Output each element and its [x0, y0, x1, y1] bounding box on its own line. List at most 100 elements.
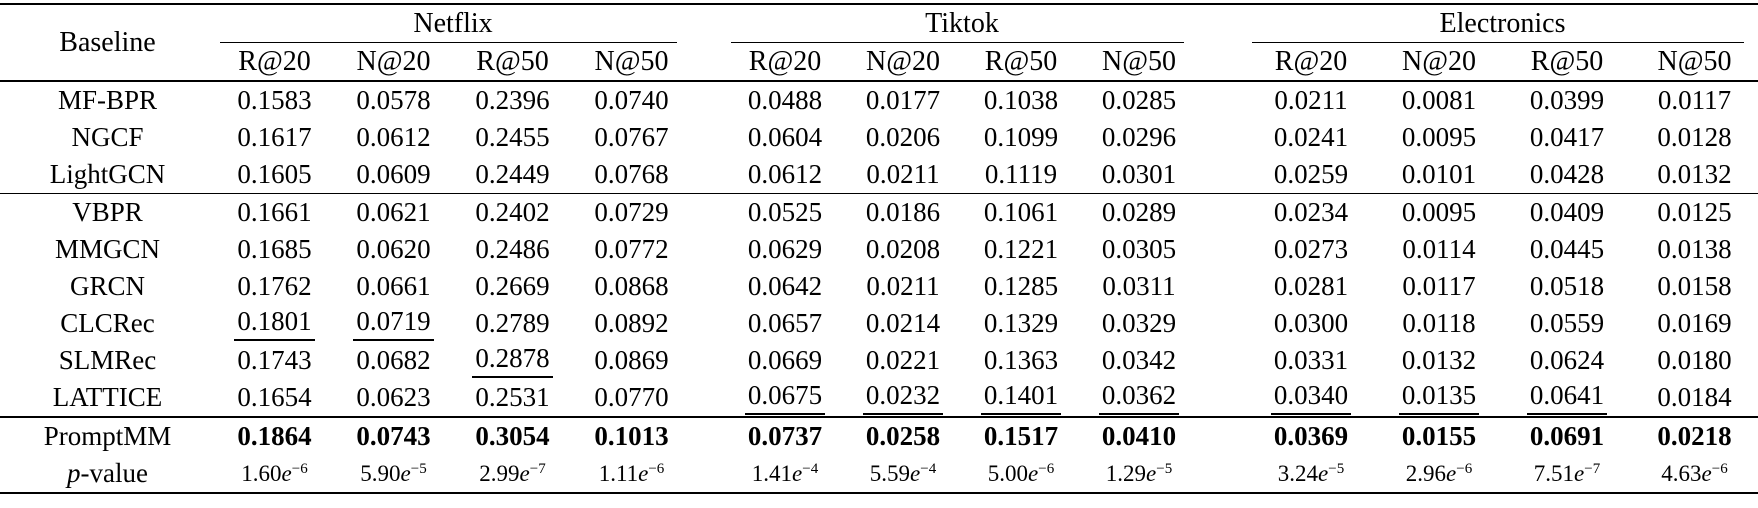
- metric-value-cell: 0.1061: [962, 193, 1080, 231]
- metric-header: N@50: [1080, 43, 1198, 82]
- metric-value-cell: 0.1099: [983, 122, 1059, 152]
- column-gap: [1198, 156, 1247, 194]
- metric-value-cell: 0.0281: [1273, 271, 1349, 301]
- metric-value-cell: 0.0369: [1247, 416, 1375, 455]
- table-row: MMGCN 0.1685 0.0620 0.2486 0.0772 0.0629 0.020…: [0, 231, 1758, 268]
- metric-value-cell: 0.0410: [1080, 416, 1198, 455]
- metric-value-cell: 0.1517: [962, 416, 1080, 455]
- metric-header: N@50: [1631, 43, 1758, 82]
- column-gap: [1198, 305, 1247, 342]
- metric-value-cell: 0.0623: [356, 382, 431, 412]
- metric-value-cell: 0.0184: [1657, 382, 1732, 412]
- results-table: Baseline Netflix Tiktok Electronics R@20…: [0, 3, 1758, 494]
- column-gap: [1198, 119, 1247, 156]
- metric-value-cell: 0.0114: [1402, 234, 1476, 264]
- metric-value-cell: 5.59e−4: [844, 455, 962, 494]
- table-row: CLCRec 0.1801 0.0719 0.2789 0.0892 0.0657 0.02…: [0, 305, 1758, 342]
- metric-value-cell: 0.0772: [594, 234, 669, 264]
- column-gap: [1198, 81, 1247, 119]
- metric-value-cell: 0.0259: [1273, 159, 1349, 189]
- column-gap: [691, 231, 726, 268]
- metric-value-cell: 0.0273: [1273, 234, 1349, 264]
- metric-value-cell: 0.0642: [747, 271, 823, 301]
- metric-value-cell: 0.1363: [983, 345, 1059, 375]
- metric-header: R@50: [453, 43, 572, 82]
- baseline-column-header: Baseline: [0, 4, 215, 82]
- metric-value-cell: 0.0488: [747, 85, 823, 115]
- metric-header: R@50: [962, 43, 1080, 82]
- column-gap: [1198, 455, 1247, 494]
- column-gap: [691, 379, 726, 417]
- metric-value-cell: 0.2449: [475, 159, 550, 189]
- column-gap: [691, 4, 726, 82]
- metric-value-cell: 0.1743: [237, 345, 312, 375]
- metric-value-cell: 0.1221: [983, 234, 1059, 264]
- metric-value-cell: 0.2669: [475, 271, 550, 301]
- row-label: GRCN: [69, 271, 145, 301]
- metric-value-cell: 0.3054: [453, 416, 572, 455]
- row-label: LATTICE: [52, 382, 163, 412]
- metric-header: R@20: [726, 43, 844, 82]
- metric-value-cell: 0.0525: [726, 193, 844, 231]
- metric-value-cell: 0.0612: [356, 122, 431, 152]
- metric-value-cell: 4.63e−6: [1631, 455, 1758, 494]
- metric-value-cell: 0.0135: [1375, 379, 1503, 417]
- metric-value-cell: 0.0428: [1529, 159, 1605, 189]
- metric-value-cell: 0.0311: [1102, 271, 1176, 301]
- metric-value-cell: 0.0101: [1401, 159, 1477, 189]
- metric-value-cell: 0.0118: [1402, 308, 1476, 338]
- column-gap: [691, 119, 726, 156]
- group-header-electronics: Electronics: [1247, 4, 1758, 43]
- metric-header-row: R@20 N@20 R@50 N@50 R@20 N@20 R@50 N@50 …: [0, 43, 1758, 82]
- metric-value-cell: 0.0128: [1657, 122, 1732, 152]
- metric-value-cell: 0.2789: [475, 308, 550, 338]
- metric-value-cell: 0.0125: [1631, 193, 1758, 231]
- row-label: CLCRec: [60, 308, 155, 338]
- metric-value-cell: 0.0767: [594, 122, 669, 152]
- metric-value-cell: 0.0719: [334, 305, 453, 342]
- metric-value-cell: 0.0301: [1101, 159, 1177, 189]
- table-row: PromptMM 0.1864 0.0743 0.3054 0.1013 0.0737 0.…: [0, 416, 1758, 455]
- table-row: p-value 1.60e−6 5.90e−5 2.99e−7 1.11e−6 1.41e…: [0, 455, 1758, 494]
- metric-value-cell: 0.2455: [475, 122, 550, 152]
- metric-value-cell: 0.0211: [866, 159, 940, 189]
- metric-value-cell: 0.0329: [1101, 308, 1177, 338]
- metric-value-cell: 0.0081: [1401, 85, 1477, 115]
- metric-value-cell: 0.1285: [983, 271, 1059, 301]
- metric-value-cell: 0.0737: [726, 416, 844, 455]
- column-gap: [691, 268, 726, 305]
- metric-value-cell: 0.0300: [1273, 308, 1349, 338]
- metric-value-cell: 0.0132: [1401, 345, 1477, 375]
- metric-value-cell: 0.0211: [1274, 85, 1348, 115]
- metric-header: N@20: [334, 43, 453, 82]
- metric-value-cell: 1.29e−5: [1080, 455, 1198, 494]
- metric-value-cell: 0.0214: [865, 308, 941, 338]
- metric-value-cell: 0.0095: [1401, 122, 1477, 152]
- metric-value-cell: 0.2486: [475, 234, 550, 264]
- metric-value-cell: 0.0095: [1375, 193, 1503, 231]
- row-label: p-value: [0, 455, 215, 494]
- metric-value-cell: 0.0117: [1657, 85, 1732, 115]
- cmidrule-netflix: [220, 41, 677, 43]
- metric-value-cell: 3.24e−5: [1247, 455, 1375, 494]
- cmidrule-tiktok: [731, 41, 1184, 43]
- metric-value-cell: 0.0177: [865, 85, 941, 115]
- metric-value-cell: 0.0186: [844, 193, 962, 231]
- metric-value-cell: 0.0604: [747, 122, 823, 152]
- metric-value-cell: 0.0208: [865, 234, 941, 264]
- metric-value-cell: 0.0117: [1402, 271, 1476, 301]
- metric-value-cell: 0.1013: [572, 416, 691, 455]
- metric-value-cell: 0.0869: [594, 345, 669, 375]
- group-label-electronics: Electronics: [1439, 8, 1566, 39]
- metric-header: R@20: [1247, 43, 1375, 82]
- metric-value-cell: 5.90e−5: [334, 455, 453, 494]
- metric-value-cell: 2.96e−6: [1375, 455, 1503, 494]
- metric-value-cell: 0.0620: [356, 234, 431, 264]
- metric-value-cell: 0.0342: [1101, 345, 1177, 375]
- metric-value-cell: 0.1864: [215, 416, 334, 455]
- metric-value-cell: 0.1119: [984, 159, 1058, 189]
- metric-header: N@20: [1375, 43, 1503, 82]
- metric-value-cell: 0.0740: [594, 85, 669, 115]
- metric-value-cell: 0.1583: [237, 85, 312, 115]
- metric-value-cell: 0.0669: [747, 345, 823, 375]
